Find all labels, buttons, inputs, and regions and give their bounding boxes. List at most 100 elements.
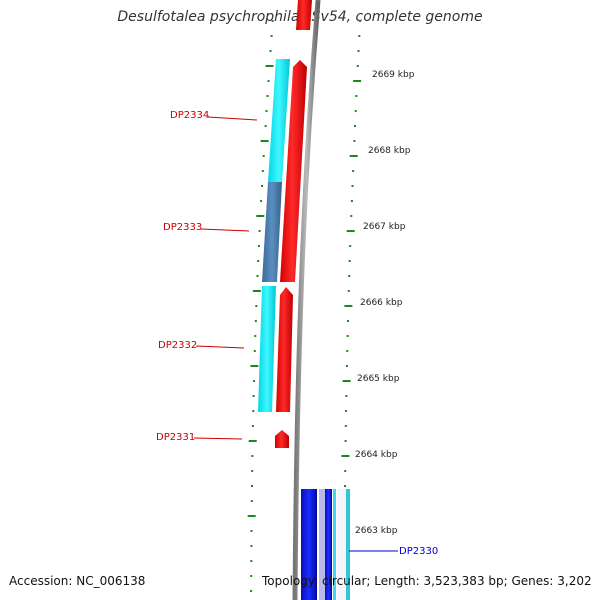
red-feature-dp2334-dp2333: [280, 60, 307, 282]
inner-ring-minor-tick: [250, 530, 253, 532]
inner-ring-major-tick: [250, 365, 259, 367]
leader-dp2332: [195, 345, 245, 349]
outer-ring-minor-tick: [344, 440, 347, 442]
inner-ring-minor-tick: [261, 185, 263, 187]
inner-ring-minor-tick: [257, 245, 260, 247]
topology-text: Topology: circular; Length: 3,523,383 bp…: [262, 574, 592, 588]
red-feature-dp2332: [276, 287, 293, 412]
gene-labels: DP2334 DP2333 DP2332 DP2331 DP2330: [156, 110, 438, 557]
inner-ring-major-tick: [247, 515, 256, 517]
inner-ring-minor-tick: [253, 380, 255, 382]
inner-ring-minor-tick: [255, 305, 258, 307]
cyan-feature-dp2334: [268, 59, 290, 182]
gene-label-dp2332[interactable]: DP2332: [158, 340, 197, 351]
cds-track-red: [275, 0, 312, 448]
gene-label-dp2330[interactable]: DP2330: [399, 546, 438, 557]
inner-ring-major-tick: [260, 140, 269, 142]
light-feature-e: [337, 489, 346, 600]
outer-ring-major-tick: [349, 155, 358, 157]
gene-label-dp2331[interactable]: DP2331: [156, 432, 195, 443]
outer-ring-minor-tick: [350, 200, 353, 202]
leader-dp2333: [200, 228, 250, 232]
outer-ring-minor-tick: [355, 95, 358, 97]
inner-ring-minor-tick: [258, 230, 261, 232]
outer-ring-major-tick: [353, 80, 362, 82]
accession-text: Accession: NC_006138: [9, 574, 146, 588]
inner-ring-minor-tick: [257, 260, 260, 262]
inner-ring-minor-tick: [250, 575, 253, 577]
inner-ring-minor-tick: [265, 110, 268, 112]
red-feature-dp2331: [275, 430, 289, 448]
steel-feature-dp2333: [262, 182, 282, 282]
outer-ring-minor-tick: [349, 245, 352, 247]
ruler-label-2663: 2663 kbp: [355, 526, 398, 536]
outer-ring-major-tick: [344, 305, 353, 307]
gene-label-dp2333[interactable]: DP2333: [163, 222, 202, 233]
genome-backbone: [292, 0, 321, 600]
outer-ring-minor-tick: [346, 335, 349, 337]
inner-ring-minor-tick: [264, 125, 267, 127]
inner-ring-minor-tick: [250, 590, 253, 592]
inner-ring-minor-tick: [253, 350, 256, 352]
cyan-feature-c: [333, 489, 336, 600]
ruler-label-2664: 2664 kbp: [355, 450, 398, 460]
homology-track: [258, 59, 290, 412]
inner-ring-minor-tick: [250, 560, 253, 562]
ruler-label-2665: 2665 kbp: [357, 374, 400, 384]
inner-ring-minor-tick: [252, 395, 255, 397]
outer-ring-minor-tick: [353, 140, 356, 142]
inner-tick-ring: [247, 20, 274, 592]
red-feature-top: [296, 0, 312, 30]
inner-ring-major-tick: [265, 65, 274, 67]
plus-strand-block: [301, 489, 350, 600]
outer-ring-minor-tick: [344, 425, 347, 427]
blue-feature-dp2330: [301, 489, 317, 600]
outer-ring-minor-tick: [359, 20, 361, 22]
outer-ring-minor-tick: [358, 35, 361, 37]
gene-label-dp2334[interactable]: DP2334: [170, 110, 209, 121]
outer-ring-minor-tick: [354, 125, 356, 127]
outer-ring-minor-tick: [345, 395, 348, 397]
ruler-label-2667: 2667 kbp: [363, 222, 406, 232]
outer-ring-major-tick: [346, 230, 355, 232]
inner-ring-major-tick: [252, 290, 261, 292]
inner-ring-minor-tick: [254, 335, 257, 337]
outer-ring-minor-tick: [350, 215, 353, 217]
outer-ring-minor-tick: [352, 170, 355, 172]
inner-ring-minor-tick: [251, 455, 254, 457]
inner-ring-minor-tick: [251, 470, 254, 472]
outer-ring-minor-tick: [344, 485, 346, 487]
inner-ring-minor-tick: [250, 545, 253, 547]
inner-ring-minor-tick: [251, 485, 253, 487]
outer-ring-minor-tick: [347, 290, 350, 292]
leader-dp2334: [207, 116, 258, 121]
inner-ring-minor-tick: [254, 320, 257, 322]
leader-dp2331: [193, 437, 243, 440]
ruler-label-2668: 2668 kbp: [368, 146, 411, 156]
outer-ring-major-tick: [342, 380, 351, 382]
outer-ring-major-tick: [341, 455, 350, 457]
outer-ring-minor-tick: [356, 65, 359, 67]
outer-ring-minor-tick: [346, 350, 349, 352]
inner-ring-minor-tick: [267, 80, 270, 82]
outer-ring-minor-tick: [354, 110, 357, 112]
outer-ring-minor-tick: [348, 260, 351, 262]
inner-ring-minor-tick: [250, 500, 253, 502]
ruler-label-2666: 2666 kbp: [360, 298, 403, 308]
inner-ring-minor-tick: [252, 410, 255, 412]
inner-ring-major-tick: [256, 215, 265, 217]
outer-ring-minor-tick: [344, 470, 347, 472]
inner-ring-minor-tick: [266, 95, 269, 97]
outer-ring-minor-tick: [347, 320, 349, 322]
inner-ring-minor-tick: [260, 200, 263, 202]
inner-ring-minor-tick: [269, 50, 272, 52]
blue-feature-b: [325, 489, 332, 600]
inner-ring-minor-tick: [262, 155, 265, 157]
outer-ring-minor-tick: [348, 275, 351, 277]
ruler-labels: 2669 kbp 2668 kbp 2667 kbp 2666 kbp 2665…: [355, 70, 415, 536]
cyan-feature-dp2332: [258, 286, 276, 412]
light-feature-a: [319, 489, 325, 600]
inner-ring-major-tick: [248, 440, 257, 442]
inner-ring-minor-tick: [270, 35, 273, 37]
